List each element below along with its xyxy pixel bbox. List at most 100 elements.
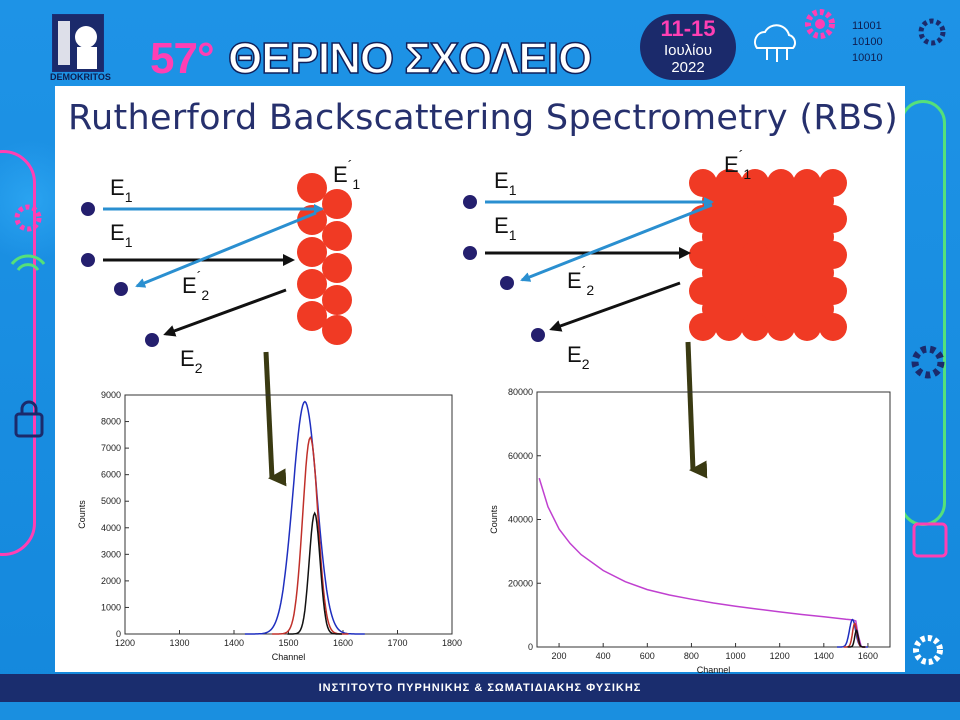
x-tick-label: 1200 bbox=[115, 638, 135, 648]
logo-text: DEMOKRITOS bbox=[50, 72, 111, 82]
school-title: ΘΕΡΙΝΟ ΣΧΟΛΕΙΟ bbox=[227, 33, 593, 84]
label-E1: E1 bbox=[110, 175, 133, 205]
backscatter-arrow bbox=[135, 211, 317, 288]
atom bbox=[793, 313, 821, 341]
label-E1-prime: E´1 bbox=[333, 157, 360, 192]
date-month: Ιουλίου bbox=[663, 42, 713, 59]
x-axis-label: Channel bbox=[697, 665, 731, 675]
y-tick-label: 9000 bbox=[101, 390, 121, 400]
atom bbox=[322, 315, 352, 345]
label-E1-prime: E´1 bbox=[724, 147, 751, 182]
democritus-logo bbox=[52, 14, 104, 72]
incident-particle bbox=[81, 202, 95, 216]
label-E1: E1 bbox=[494, 168, 517, 198]
plot-frame bbox=[124, 394, 453, 635]
binary-line: 10010 bbox=[852, 52, 883, 64]
backscatter-arrow bbox=[163, 288, 287, 337]
y-axis-label: Counts bbox=[489, 505, 499, 534]
x-tick-label: 1400 bbox=[814, 651, 834, 661]
label-E1: E1 bbox=[110, 220, 133, 250]
gear-icon bbox=[805, 9, 835, 39]
x-tick-label: 400 bbox=[596, 651, 611, 661]
series-line bbox=[287, 511, 342, 635]
slide-title: Rutherford Backscattering Spectrometry (… bbox=[68, 98, 899, 138]
scattered-particle bbox=[145, 333, 159, 347]
date-days: 11-15 bbox=[660, 16, 716, 41]
wifi-icon bbox=[10, 254, 46, 271]
y-tick-label: 80000 bbox=[508, 387, 533, 397]
label-E2-prime: E´2 bbox=[567, 263, 594, 298]
atom bbox=[767, 313, 795, 341]
y-tick-label: 20000 bbox=[508, 578, 533, 588]
y-tick-label: 40000 bbox=[508, 515, 533, 525]
lock-icon bbox=[14, 400, 44, 438]
backscatter-arrow bbox=[549, 281, 681, 332]
incident-particle bbox=[81, 253, 95, 267]
y-tick-label: 0 bbox=[116, 629, 121, 639]
date-badge: 11-15 Ιουλίου 2022 bbox=[640, 14, 736, 80]
atom bbox=[322, 285, 352, 315]
label-E2: E2 bbox=[180, 346, 203, 376]
plot-frame bbox=[536, 391, 891, 648]
backscatter-arrow bbox=[520, 203, 713, 282]
y-tick-label: 0 bbox=[528, 642, 533, 652]
x-tick-label: 1600 bbox=[858, 651, 878, 661]
gear-icon bbox=[913, 635, 943, 665]
scattered-particle bbox=[114, 282, 128, 296]
scattered-particle bbox=[531, 328, 545, 342]
y-tick-label: 60000 bbox=[508, 451, 533, 461]
x-tick-label: 1400 bbox=[224, 638, 244, 648]
ai-icon bbox=[912, 522, 948, 558]
atom bbox=[689, 313, 717, 341]
gear-icon bbox=[911, 345, 945, 379]
x-tick-label: 1600 bbox=[333, 638, 353, 648]
atom bbox=[819, 313, 847, 341]
thick-target-atoms bbox=[689, 169, 847, 341]
label-E2-prime: E´2 bbox=[182, 268, 209, 303]
to-spectrum-arrow bbox=[685, 341, 708, 479]
series-line bbox=[847, 629, 866, 648]
thick-target-spectrum-chart: 200 400 600 800 1000 1200 1400 1600 0 20000 40000 6… bbox=[489, 387, 891, 675]
header: DEMOKRITOS 57° ΘΕΡΙΝΟ ΣΧΟΛΕΙΟ 11-15 Ιουλ… bbox=[0, 0, 960, 90]
y-tick-label: 5000 bbox=[101, 496, 121, 506]
y-tick-label: 7000 bbox=[101, 443, 121, 453]
x-axis-label: Channel bbox=[272, 652, 306, 662]
y-axis-label: Counts bbox=[77, 500, 87, 529]
incident-particle bbox=[463, 246, 477, 260]
atom bbox=[297, 301, 327, 331]
scattered-particle bbox=[500, 276, 514, 290]
y-tick-label: 2000 bbox=[101, 576, 121, 586]
y-tick-label: 8000 bbox=[101, 417, 121, 427]
atom bbox=[297, 269, 327, 299]
bottom-strip bbox=[0, 702, 960, 720]
x-tick-label: 1000 bbox=[726, 651, 746, 661]
atom bbox=[322, 253, 352, 283]
date-year: 2022 bbox=[671, 59, 705, 76]
y-tick-label: 4000 bbox=[101, 523, 121, 533]
x-tick-label: 1500 bbox=[278, 638, 298, 648]
footer-text: ΙΝΣΤΙΤΟΥΤΟ ΠΥΡΗΝΙΚΗΣ & ΣΩΜΑΤΙΔΙΑΚΗΣ ΦΥΣΙ… bbox=[318, 682, 642, 694]
series-line bbox=[244, 400, 365, 635]
to-spectrum-arrow bbox=[263, 351, 287, 487]
series-line bbox=[538, 477, 863, 648]
x-tick-label: 1300 bbox=[169, 638, 189, 648]
x-tick-label: 800 bbox=[684, 651, 699, 661]
binary-text: 11001 10100 10010 bbox=[852, 18, 883, 66]
series-line bbox=[272, 435, 349, 635]
y-tick-label: 6000 bbox=[101, 470, 121, 480]
x-tick-label: 1800 bbox=[442, 638, 462, 648]
binary-line: 11001 bbox=[852, 20, 882, 32]
atom bbox=[715, 313, 743, 341]
label-E1: E1 bbox=[494, 213, 517, 243]
gear-icon bbox=[14, 204, 42, 232]
footer: ΙΝΣΤΙΤΟΥΤΟ ΠΥΡΗΝΙΚΗΣ & ΣΩΜΑΤΙΔΙΑΚΗΣ ΦΥΣΙ… bbox=[0, 674, 960, 702]
label-E2: E2 bbox=[567, 342, 590, 372]
atom bbox=[322, 189, 352, 219]
atom bbox=[297, 173, 327, 203]
gear-icon bbox=[918, 18, 946, 46]
x-tick-label: 600 bbox=[640, 651, 655, 661]
x-tick-label: 1700 bbox=[387, 638, 407, 648]
thin-target-atoms bbox=[297, 173, 352, 345]
y-tick-label: 1000 bbox=[101, 602, 121, 612]
